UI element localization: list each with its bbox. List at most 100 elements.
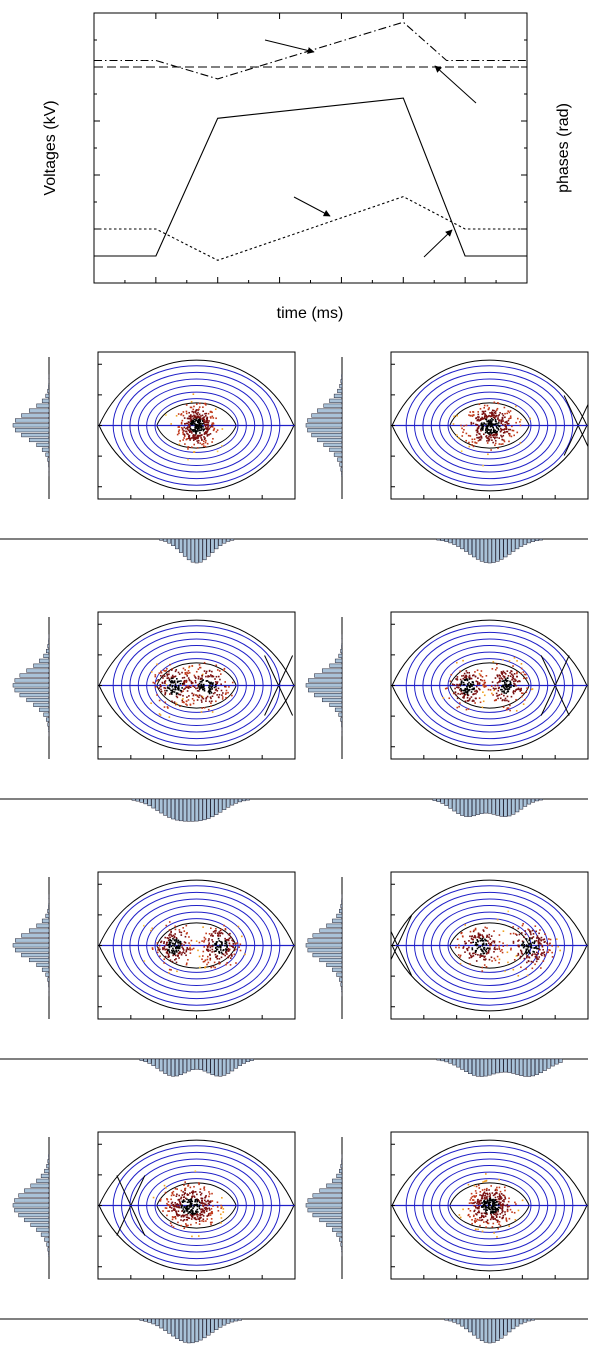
particle-dot [227,939,230,942]
time-histogram-bar [483,538,488,563]
particle-dot [210,417,212,419]
time-histogram-bar [444,538,449,542]
particle-dot [191,1216,194,1218]
particle-dot [513,682,515,685]
time-histogram-bar [230,1058,235,1072]
particle-dot [482,683,484,686]
particle-dot [466,948,468,950]
particle-dot [530,933,532,936]
energy-histogram-bar [312,933,343,938]
particle-dot [509,932,512,935]
particle-dot [196,428,199,431]
particle-dot [164,687,167,689]
time-histogram-bar [155,1318,160,1327]
energy-histogram-bar [19,693,50,698]
time-histogram-bar [499,798,504,817]
particle-dot [196,437,198,440]
particle-dot [159,1200,162,1202]
particle-dot [481,424,484,426]
time-histogram-bar [519,538,524,547]
particle-dot [194,427,196,429]
particle-dot [478,416,480,418]
particle-dot [519,418,522,421]
particle-dot [193,1195,195,1198]
particle-dot [201,677,203,680]
particle-dot [516,431,519,434]
particle-dot [535,945,537,948]
time-histogram-bar [202,538,207,561]
particle-dot [190,939,193,942]
energy-histogram-bar [326,1222,343,1227]
particle-dot [163,942,165,945]
particle-dot [490,417,493,420]
particle-dot [485,1201,488,1204]
particle-dot [497,1208,500,1211]
particle-dot [494,684,497,687]
energy-histogram-bar [308,688,343,693]
particle-dot [515,1203,517,1205]
particle-dot [188,665,191,668]
particle-dot [192,434,195,436]
energy-histogram-bar [47,908,50,914]
particle-dot [215,417,217,420]
particle-dot [205,1210,208,1212]
time-histogram-bar [471,1058,476,1076]
particle-dot [202,688,205,691]
time-histogram-bar [151,1318,156,1325]
particle-dot [499,1203,502,1205]
particle-dot [520,687,522,690]
particle-dot [206,680,209,682]
particle-dot [160,688,162,691]
particle-dot [468,689,470,692]
time-histogram-bar [499,1318,504,1339]
particle-dot [477,439,480,442]
particle-dot [490,423,492,425]
particle-dot [205,412,208,415]
particle-dot [172,676,174,678]
particle-dot [502,423,504,426]
particle-dot [185,700,188,703]
particle-dot [168,1210,171,1212]
particle-dot [468,1202,471,1204]
particle-dot [496,948,498,950]
particle-dot [193,436,195,439]
time-histogram-bar [194,798,199,822]
particle-dot [486,426,489,428]
particle-dot [166,706,169,708]
particle-dot [162,948,164,951]
particle-dot [532,961,534,963]
particle-dot [469,697,471,700]
particle-dot [194,423,197,426]
energy-histogram-bar [340,648,343,654]
particle-dot [514,690,516,693]
particle-dot [501,1204,504,1206]
particle-dot [224,954,226,957]
particle-dot [503,675,506,678]
particle-dot [183,676,186,679]
particle-dot [174,959,176,961]
particle-dot [523,957,526,960]
particle-dot [502,942,504,945]
time-histogram-bar [519,1318,524,1325]
particle-dot [184,423,186,425]
particle-dot [476,1200,479,1203]
time-histogram-bar [436,538,441,541]
particle-dot [194,1191,197,1193]
time-histogram-bar [202,1318,207,1339]
particle-dot [483,1192,485,1194]
particle-dot [478,1205,481,1208]
particle-dot [183,433,186,436]
particle-dot [475,1206,477,1209]
particle-dot [488,438,491,441]
particle-dot [191,432,193,434]
particle-dot [493,689,495,692]
particle-dot [174,685,177,688]
particle-dot [180,1215,183,1218]
particle-dot [509,415,512,418]
particle-dot [477,1228,479,1231]
particle-dot [200,438,203,441]
particle-dot [184,671,187,674]
particle-dot [498,694,501,696]
particle-dot [484,431,487,434]
particle-dot [211,684,214,686]
